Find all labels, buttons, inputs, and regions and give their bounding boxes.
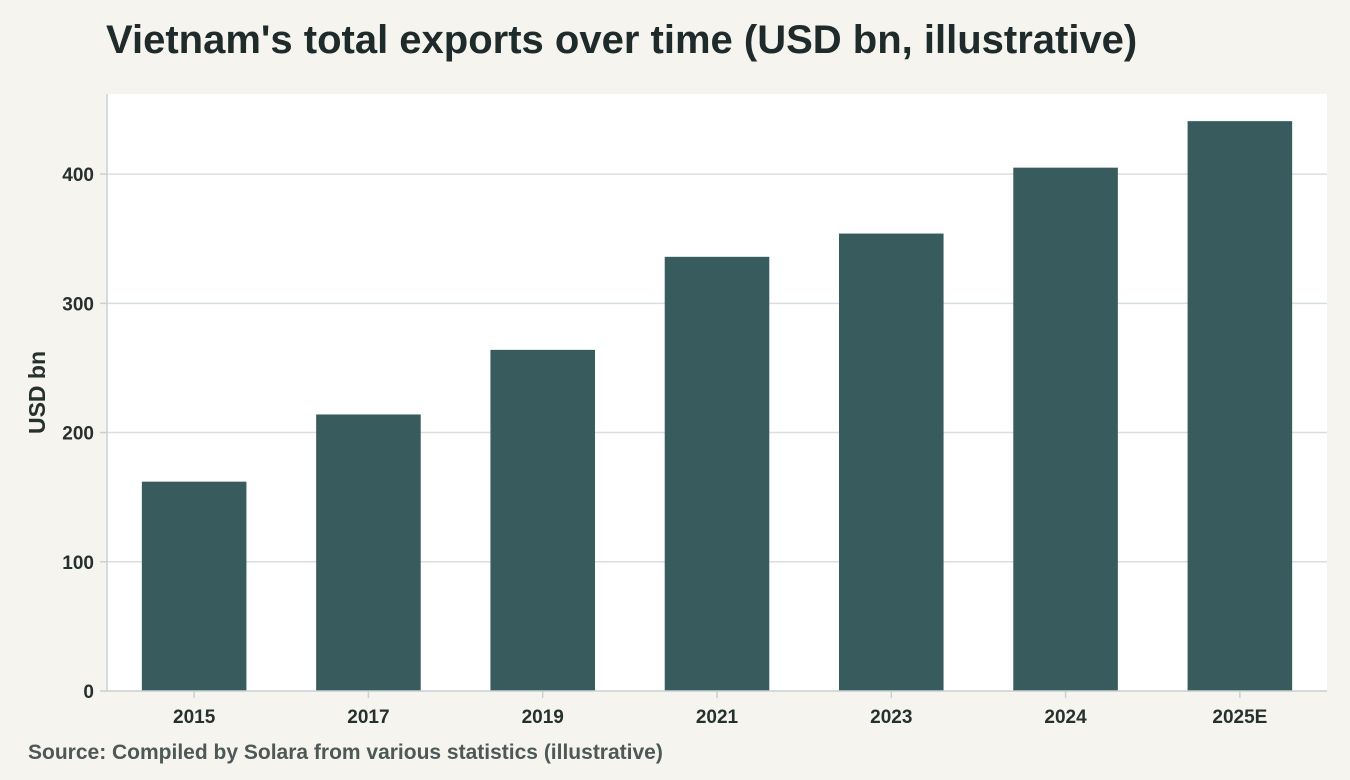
bars bbox=[141, 121, 1293, 692]
y-axis-label: USD bn bbox=[24, 351, 50, 434]
x-tick-label: 2017 bbox=[347, 707, 389, 728]
bar-2021 bbox=[664, 256, 770, 691]
y-tick-label: 200 bbox=[62, 424, 94, 445]
bar-2024 bbox=[1013, 167, 1118, 692]
x-tick-label: 2019 bbox=[522, 707, 564, 728]
y-tick-labels: 0 100 200 300 400 bbox=[62, 165, 107, 703]
x-tick-label: 2021 bbox=[696, 707, 739, 728]
bar-2023 bbox=[839, 233, 944, 691]
bar-2025E bbox=[1187, 121, 1293, 692]
y-tick-label: 100 bbox=[62, 553, 94, 574]
y-tick-label: 400 bbox=[62, 165, 94, 186]
x-tick-label: 2023 bbox=[870, 707, 912, 728]
x-tick-labels: 2015 2017 2019 2021 2023 2024 2025E bbox=[173, 691, 1267, 728]
y-tick-label: 0 bbox=[83, 682, 94, 703]
x-tick-label: 2024 bbox=[1044, 707, 1087, 728]
chart-title: Vietnam's total exports over time (USD b… bbox=[106, 18, 1138, 62]
x-tick-label: 2025E bbox=[1212, 707, 1267, 728]
bar-2015 bbox=[141, 481, 247, 691]
source-note: Source: Compiled by Solara from various … bbox=[28, 741, 663, 764]
bar-2019 bbox=[490, 349, 595, 691]
bar-2017 bbox=[316, 414, 421, 691]
x-tick-label: 2015 bbox=[173, 707, 216, 728]
y-tick-label: 300 bbox=[62, 294, 94, 315]
